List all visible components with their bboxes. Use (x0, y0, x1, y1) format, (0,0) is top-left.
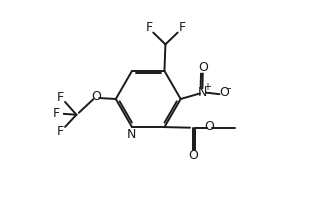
Text: F: F (57, 125, 64, 138)
Text: N: N (126, 128, 136, 141)
Text: O: O (198, 61, 208, 74)
Text: F: F (145, 21, 153, 34)
Text: F: F (53, 107, 60, 120)
Text: +: + (203, 82, 211, 92)
Text: O: O (91, 90, 101, 103)
Text: O: O (205, 120, 214, 133)
Text: F: F (178, 21, 185, 34)
Text: O: O (219, 86, 229, 99)
Text: F: F (57, 91, 64, 104)
Text: N: N (198, 86, 207, 99)
Text: O: O (188, 149, 198, 163)
Text: –: – (226, 83, 231, 93)
